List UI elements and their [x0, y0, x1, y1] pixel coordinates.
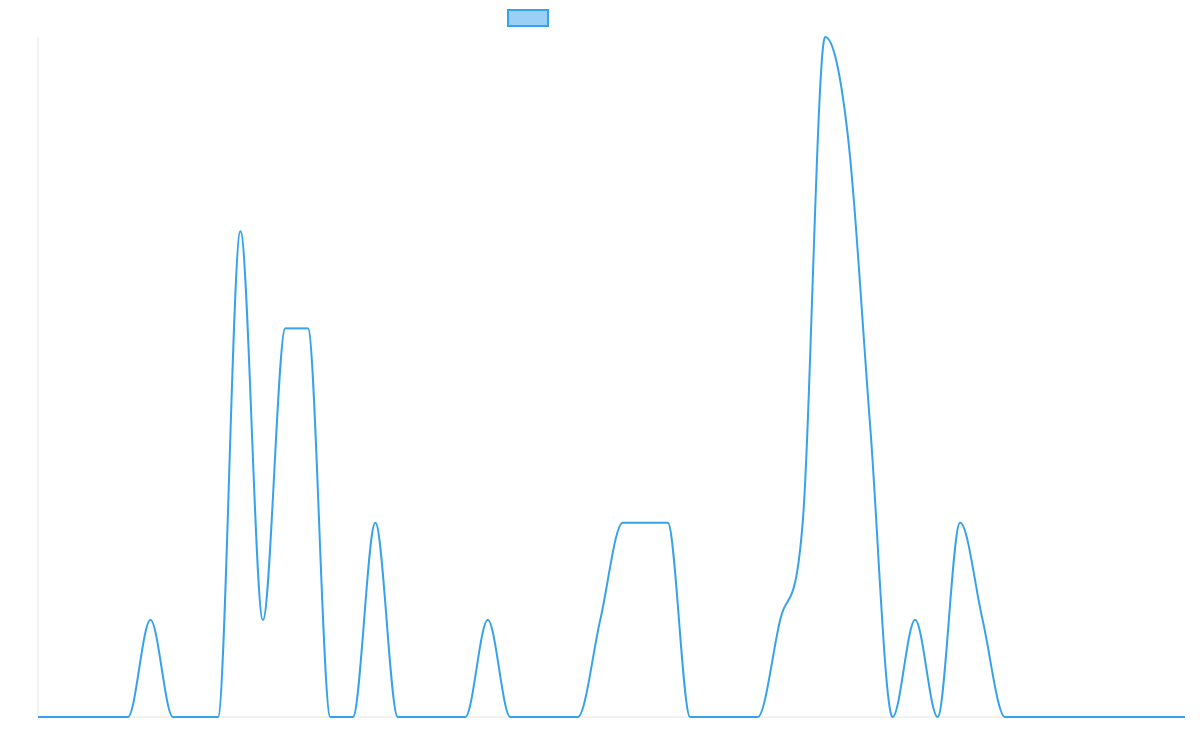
data-point[interactable] [170, 714, 176, 720]
data-point[interactable] [395, 714, 401, 720]
data-point[interactable] [440, 714, 446, 720]
axes [37, 37, 1185, 718]
data-point[interactable] [57, 714, 63, 720]
data-point[interactable] [687, 714, 693, 720]
data-point[interactable] [1070, 714, 1076, 720]
series-line[interactable] [37, 36, 1185, 719]
data-point[interactable] [822, 34, 828, 40]
data-point[interactable] [1092, 714, 1098, 720]
data-point[interactable] [147, 617, 153, 623]
data-point[interactable] [507, 714, 513, 720]
data-point[interactable] [665, 520, 671, 526]
data-point[interactable] [102, 714, 108, 720]
data-point[interactable] [755, 714, 761, 720]
data-point[interactable] [1115, 714, 1121, 720]
data-point[interactable] [1137, 714, 1143, 720]
data-point[interactable] [867, 423, 873, 429]
data-point[interactable] [1182, 714, 1188, 720]
data-point[interactable] [1160, 714, 1166, 720]
data-point[interactable] [485, 617, 491, 623]
data-point[interactable] [530, 714, 536, 720]
data-point[interactable] [35, 714, 41, 720]
data-point[interactable] [777, 617, 783, 623]
data-point[interactable] [372, 520, 378, 526]
data-point[interactable] [282, 325, 288, 331]
data-point[interactable] [305, 325, 311, 331]
data-point[interactable] [327, 714, 333, 720]
data-point[interactable] [575, 714, 581, 720]
data-point[interactable] [1025, 714, 1031, 720]
data-point[interactable] [80, 714, 86, 720]
data-point[interactable] [597, 617, 603, 623]
series-layer [35, 34, 1188, 720]
data-point[interactable] [260, 617, 266, 623]
legend-swatch[interactable] [507, 9, 549, 27]
data-point[interactable] [710, 714, 716, 720]
data-point[interactable] [350, 714, 356, 720]
data-point[interactable] [620, 520, 626, 526]
data-point[interactable] [935, 714, 941, 720]
data-point[interactable] [642, 520, 648, 526]
data-point[interactable] [980, 617, 986, 623]
data-point[interactable] [552, 714, 558, 720]
data-point[interactable] [1047, 714, 1053, 720]
data-point[interactable] [1002, 714, 1008, 720]
data-point[interactable] [890, 714, 896, 720]
data-point[interactable] [912, 617, 918, 623]
legend [507, 9, 549, 27]
data-point[interactable] [215, 714, 221, 720]
data-point[interactable] [732, 714, 738, 720]
data-point[interactable] [237, 228, 243, 234]
data-point[interactable] [957, 520, 963, 526]
data-point[interactable] [845, 131, 851, 137]
data-point[interactable] [192, 714, 198, 720]
data-point[interactable] [462, 714, 468, 720]
data-point[interactable] [417, 714, 423, 720]
data-point[interactable] [125, 714, 131, 720]
data-point[interactable] [800, 520, 806, 526]
